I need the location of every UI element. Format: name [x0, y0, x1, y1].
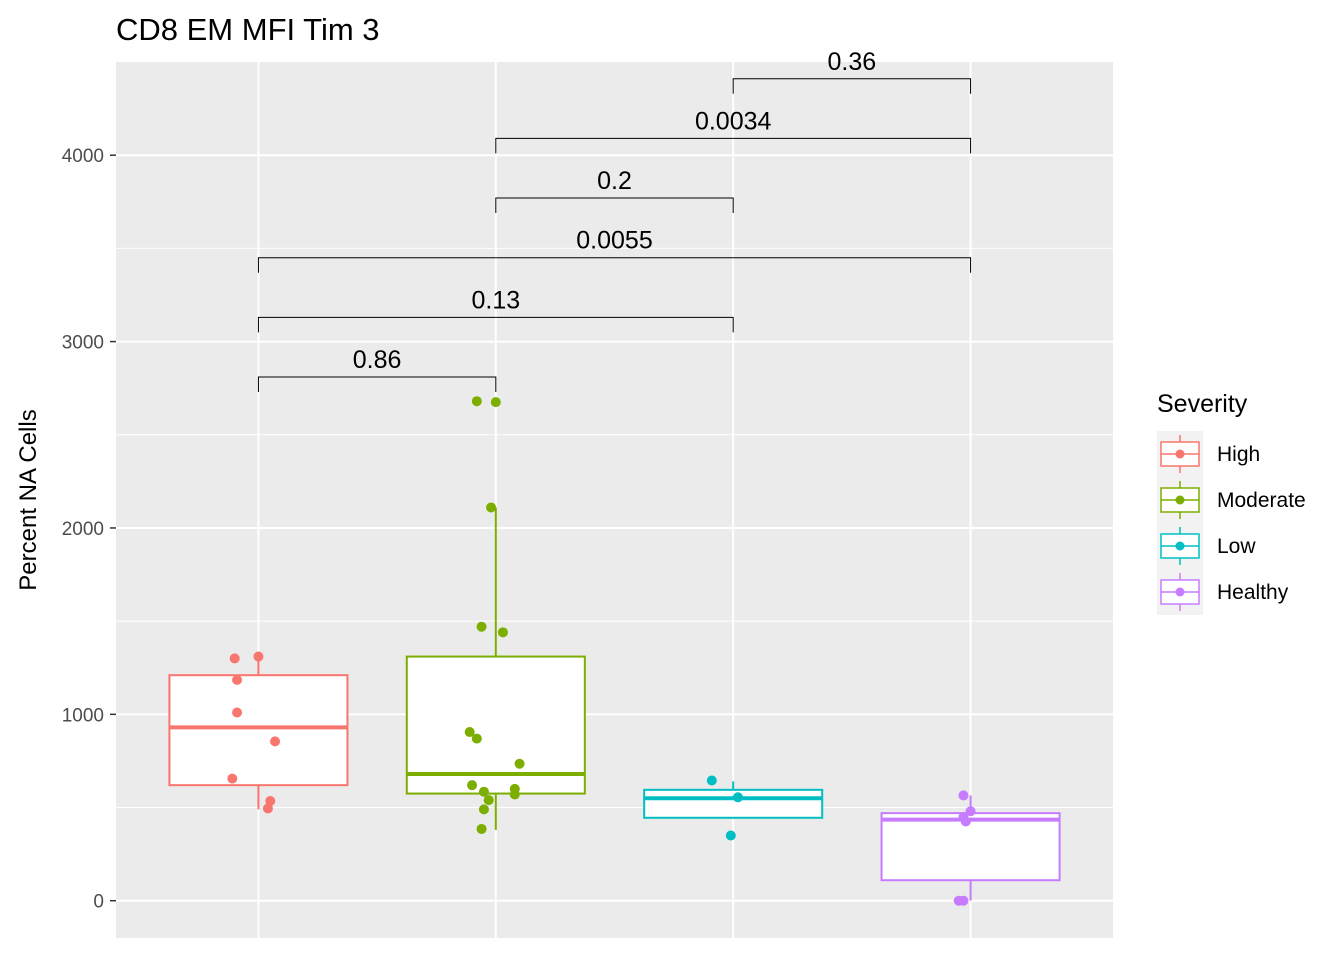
legend: Severity High Moderate Low Healthy: [1157, 390, 1306, 615]
legend-item-low: Low: [1160, 527, 1256, 565]
bracket-line: [495, 197, 734, 214]
data-point-moderate: [476, 621, 487, 632]
data-point-moderate: [490, 397, 501, 408]
bracket-line: [732, 78, 972, 94]
data-point-moderate: [467, 780, 478, 791]
comparison-bracket: 0.0034: [495, 107, 972, 154]
box-iqr: [880, 812, 1061, 882]
p-value-label: 0.2: [597, 167, 632, 195]
bracket-line: [257, 376, 497, 392]
bracket-line: [495, 137, 972, 154]
y-tick-label: 1000: [62, 705, 104, 726]
y-axis: 0 1000 2000 3000 4000: [62, 146, 116, 913]
legend-label: Low: [1217, 535, 1256, 558]
y-axis-label: Percent NA Cells: [15, 409, 42, 590]
comparison-layer: 0.86 0.13 0.0055 0.2 0.0034 0.36: [257, 48, 972, 392]
box-layer: [168, 507, 1061, 901]
data-point-high: [229, 653, 240, 664]
data-point-moderate: [509, 789, 520, 800]
data-point-moderate: [478, 786, 489, 797]
data-point-healthy: [960, 816, 971, 827]
data-point-high: [253, 651, 264, 662]
legend-key-point: [1175, 541, 1185, 551]
data-point-low: [725, 830, 736, 841]
p-value-label: 0.0055: [576, 227, 652, 255]
data-point-high: [232, 674, 243, 685]
y-tick-label: 2000: [62, 519, 104, 540]
data-point-low: [706, 775, 717, 786]
data-point-moderate: [478, 804, 489, 815]
legend-key-point: [1175, 587, 1185, 597]
box-healthy: [880, 795, 1061, 901]
bracket-line: [257, 316, 734, 333]
box-iqr: [643, 788, 824, 819]
data-point-healthy: [965, 806, 976, 817]
plot-panel: [116, 62, 1113, 938]
data-point-high: [262, 803, 273, 814]
legend-item-healthy: Healthy: [1160, 573, 1289, 611]
y-tick-label: 4000: [62, 146, 104, 167]
data-point-moderate: [483, 795, 494, 806]
point-layer: [227, 396, 976, 906]
bracket-line: [257, 257, 972, 273]
data-point-healthy: [958, 895, 969, 906]
data-point-low: [732, 792, 743, 803]
data-point-moderate: [476, 823, 487, 834]
legend-label: Moderate: [1217, 489, 1306, 512]
legend-item-moderate: Moderate: [1160, 481, 1306, 519]
data-point-moderate: [514, 758, 525, 769]
box-iqr: [168, 674, 349, 787]
y-tick-label: 0: [93, 892, 104, 913]
p-value-label: 0.13: [471, 286, 520, 314]
data-point-high: [270, 736, 281, 747]
comparison-bracket: 0.0055: [257, 227, 972, 273]
comparison-bracket: 0.2: [495, 167, 734, 214]
comparison-bracket: 0.36: [732, 48, 972, 94]
legend-item-high: High: [1160, 435, 1260, 473]
legend-title: Severity: [1157, 390, 1248, 418]
box-high: [168, 656, 349, 810]
box-moderate: [405, 507, 586, 830]
y-tick-label: 3000: [62, 333, 104, 354]
data-point-moderate: [497, 627, 508, 638]
legend-label: Healthy: [1217, 581, 1289, 604]
legend-label: High: [1217, 443, 1260, 466]
comparison-bracket: 0.86: [257, 346, 497, 392]
data-point-moderate: [471, 396, 482, 407]
data-point-high: [227, 773, 238, 784]
data-point-moderate: [471, 733, 482, 744]
p-value-label: 0.36: [828, 48, 877, 76]
p-value-label: 0.0034: [695, 107, 772, 135]
p-value-label: 0.86: [353, 346, 402, 374]
chart-title: CD8 EM MFI Tim 3: [116, 12, 380, 47]
data-point-moderate: [486, 502, 497, 513]
legend-key-point: [1175, 495, 1185, 505]
data-point-high: [232, 707, 243, 718]
box-iqr: [405, 655, 586, 795]
comparison-bracket: 0.13: [257, 286, 734, 333]
legend-key-point: [1175, 449, 1185, 459]
data-point-healthy: [958, 790, 969, 801]
legend-items: High Moderate Low Healthy: [1157, 431, 1306, 615]
data-point-moderate: [464, 727, 475, 738]
